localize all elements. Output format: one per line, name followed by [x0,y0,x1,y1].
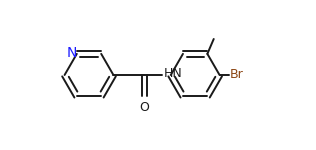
Text: Br: Br [230,68,244,81]
Text: HN: HN [163,68,182,80]
Text: O: O [139,101,149,114]
Text: N: N [67,46,77,60]
